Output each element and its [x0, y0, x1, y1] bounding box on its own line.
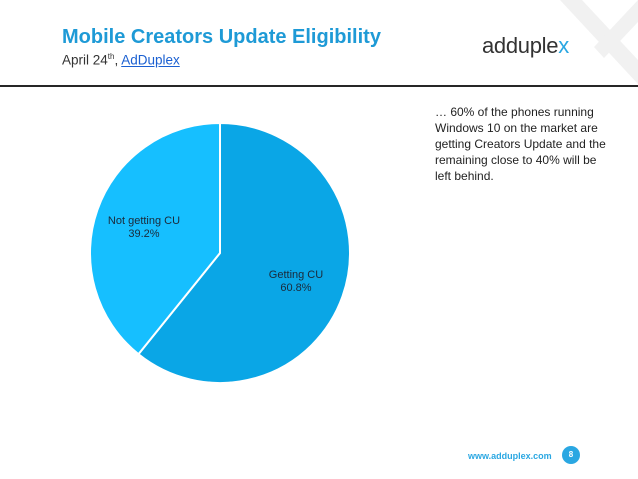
pie-slice-not-getting-cu [89, 121, 221, 356]
adduplex-link[interactable]: AdDuplex [121, 52, 180, 68]
subtitle: April 24th, AdDuplex [62, 52, 180, 68]
slice-label-1: Not getting CU [108, 215, 180, 227]
logo-part-1: ad [482, 33, 506, 58]
logo-part-3: x [558, 33, 569, 58]
pie-slice-getting-cu [136, 121, 351, 384]
adduplex-logo: adduplex [482, 33, 569, 59]
header-divider [0, 85, 638, 87]
slice-value-label-1: 39.2% [128, 228, 159, 240]
footer-url[interactable]: www.adduplex.com [468, 451, 552, 461]
page-number-badge: 8 [562, 446, 580, 464]
commentary-text: … 60% of the phones running Windows 10 o… [435, 105, 606, 183]
title: Mobile Creators Update Eligibility [62, 26, 381, 48]
subtitle-separator: , [114, 52, 122, 68]
slice-label-0: Getting CU [269, 269, 323, 281]
subtitle-date-suffix: th [107, 52, 115, 61]
logo-part-2: duple [505, 33, 559, 58]
subtitle-date: April 24 [62, 52, 108, 68]
background-x-icon [560, 0, 638, 84]
slice-value-label-0: 60.8% [280, 282, 311, 294]
